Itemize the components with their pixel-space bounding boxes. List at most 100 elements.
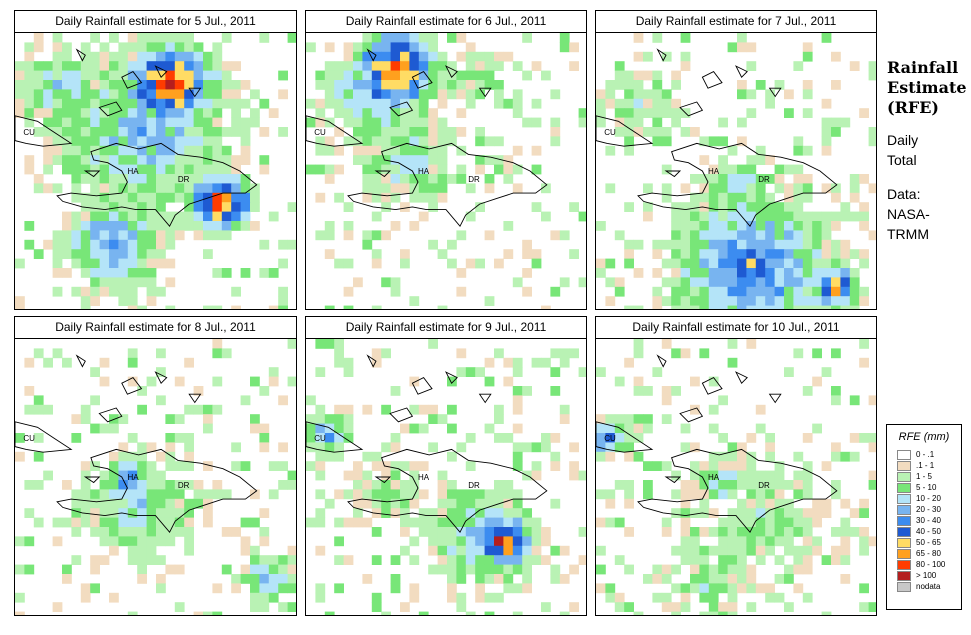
rainfall-cell — [671, 489, 681, 500]
rainfall-cell — [250, 89, 260, 100]
rainfall-cell — [578, 277, 586, 288]
rainfall-cell — [15, 611, 25, 615]
rainfall-cell — [727, 489, 738, 500]
rainfall-cell — [371, 127, 382, 137]
rainfall-cell — [437, 80, 448, 90]
rainfall-cell — [231, 127, 241, 137]
rainfall-cell — [334, 61, 344, 71]
rainfall-cell — [109, 127, 119, 137]
rainfall-cell — [174, 136, 185, 147]
rainfall-cell — [737, 480, 747, 490]
rainfall-cell — [456, 70, 467, 81]
rainfall-cell — [765, 202, 775, 212]
rainfall-cell — [33, 89, 44, 100]
rainfall-cell — [71, 433, 82, 443]
rainfall-cell — [118, 174, 129, 184]
coastline — [56, 142, 258, 228]
rainfall-cell — [240, 221, 251, 231]
rainfall-cell — [727, 451, 738, 462]
rainfall-cell — [231, 108, 241, 118]
rainfall-cell — [146, 442, 157, 453]
rainfall-cell — [737, 164, 747, 175]
rainfall-cell — [62, 145, 72, 156]
rainfall-cell — [212, 583, 223, 594]
rainfall-cell — [821, 305, 832, 309]
rainfall-cell — [746, 602, 757, 612]
rainfall-cell — [765, 98, 775, 109]
rainfall-cell — [737, 527, 747, 537]
rainfall-cell — [315, 433, 326, 443]
rainfall-cell — [62, 155, 72, 165]
rainfall-cell — [24, 536, 35, 547]
rainfall-cell — [512, 451, 523, 462]
coastline — [374, 476, 392, 484]
rainfall-cell — [661, 192, 672, 203]
rainfall-cell — [137, 386, 147, 396]
rainfall-cell — [802, 480, 813, 490]
rainfall-cell — [174, 376, 185, 387]
rainfall-cell — [831, 51, 841, 62]
rainfall-cell — [661, 51, 672, 62]
rainfall-cell — [184, 183, 194, 194]
rainfall-cell — [652, 108, 663, 118]
rainfall-cell — [784, 602, 794, 612]
rainfall-cell — [137, 564, 147, 575]
rainfall-cell — [624, 602, 634, 612]
rainfall-cell — [671, 230, 681, 241]
rainfall-cell — [699, 221, 710, 231]
rainfall-cell — [727, 357, 738, 368]
rainfall-cell — [174, 192, 185, 203]
rainfall-cell — [193, 164, 204, 175]
rainfall-cell — [812, 268, 822, 278]
rainfall-cell — [456, 164, 467, 175]
rainfall-cell — [343, 80, 354, 90]
rainfall-cell — [765, 508, 775, 518]
rainfall-cell — [80, 498, 91, 509]
rainfall-grid — [15, 33, 296, 309]
rainfall-cell — [531, 117, 542, 128]
rainfall-cell — [859, 286, 869, 297]
rainfall-cell — [793, 61, 804, 71]
rainfall-cell — [99, 498, 110, 509]
rainfall-cell — [671, 268, 681, 278]
rainfall-cell — [484, 51, 495, 62]
rainfall-cell — [118, 192, 129, 203]
legend-label: 10 - 20 — [916, 494, 941, 503]
source-line1: Data: — [887, 186, 921, 202]
rainfall-cell — [633, 611, 644, 615]
rainfall-cell — [727, 339, 738, 349]
rainfall-cell — [193, 80, 204, 90]
rainfall-cell — [212, 348, 223, 359]
rainfall-cell — [118, 127, 129, 137]
coastline — [98, 101, 123, 117]
rainfall-cell — [278, 127, 288, 137]
rainfall-cell — [362, 136, 373, 147]
rainfall-cell — [447, 239, 457, 250]
rainfall-cell — [671, 108, 681, 118]
rainfall-cell — [212, 202, 223, 212]
rainfall-cell — [633, 51, 644, 62]
rainfall-cell — [43, 183, 53, 194]
rainfall-cell — [156, 286, 166, 297]
rainfall-cell — [221, 70, 232, 81]
rainfall-cell — [690, 489, 700, 500]
rainfall-cell — [43, 89, 53, 100]
rainfall-map: CU HA DR — [15, 33, 296, 309]
rainfall-cell — [447, 80, 457, 90]
rainfall-cell — [624, 136, 634, 147]
rainfall-cell — [784, 574, 794, 584]
rainfall-cell — [15, 536, 25, 547]
rainfall-cell — [15, 296, 25, 306]
legend-item: .1 - 1 — [897, 460, 961, 471]
rainfall-cell — [390, 442, 401, 453]
rainfall-cell — [793, 517, 804, 528]
rainfall-cell — [737, 192, 747, 203]
rainfall-cell — [165, 221, 176, 231]
rainfall-cell — [371, 357, 382, 368]
rainfall-cell — [447, 70, 457, 81]
rainfall-cell — [250, 555, 260, 565]
rainfall-cell — [137, 555, 147, 565]
rainfall-cell — [512, 89, 523, 100]
rainfall-cell — [390, 155, 401, 165]
